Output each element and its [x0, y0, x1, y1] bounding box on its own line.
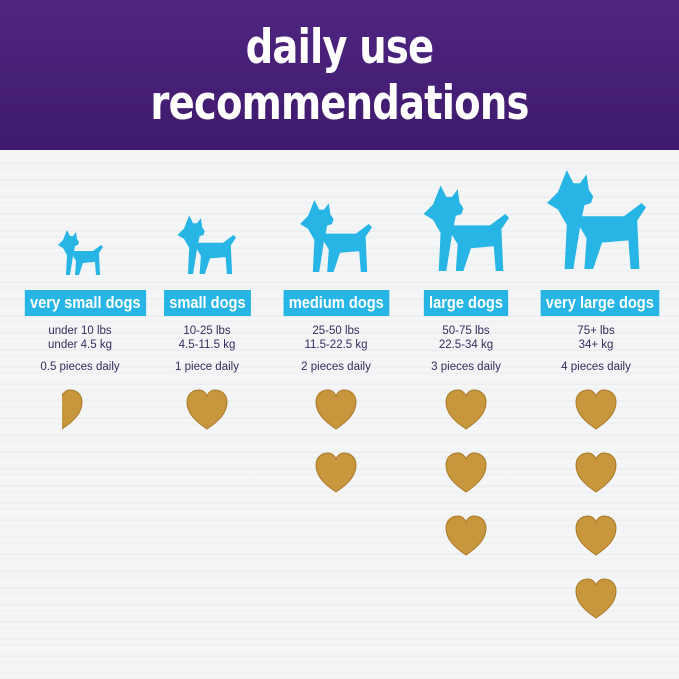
weight-kg: 4.5-11.5 kg: [178, 339, 236, 351]
pieces-daily: 1 piece daily: [175, 361, 239, 373]
weight-lbs: 10-25 lbs: [183, 325, 231, 337]
pieces-daily: 4 pieces daily: [561, 361, 631, 373]
treat-heart-icon: [444, 389, 488, 431]
dog-silhouette-icon: [401, 160, 531, 280]
size-column-3: large dogs 50-75 lbs 22.5-34 kg 3 pieces …: [401, 160, 531, 373]
dog-silhouette-icon: [531, 160, 661, 280]
pieces-daily: 3 pieces daily: [431, 361, 501, 373]
pieces-daily: 2 pieces daily: [301, 361, 371, 373]
dog-silhouette-icon: [142, 160, 272, 280]
size-label: very large dogs: [540, 290, 660, 316]
treat-heart-icon: [444, 515, 488, 557]
treat-heart-icon: [574, 452, 618, 494]
size-label: small dogs: [163, 290, 251, 316]
weight-kg: 11.5-22.5 kg: [304, 339, 368, 351]
size-label: large dogs: [423, 290, 509, 316]
weight-kg: under 4.5 kg: [48, 339, 112, 351]
header-banner: daily use recommendations: [0, 0, 679, 150]
size-column-2: medium dogs 25-50 lbs 11.5-22.5 kg 2 piec…: [271, 160, 401, 373]
weight-lbs: under 10 lbs: [48, 325, 112, 337]
treat-heart-icon: [314, 452, 358, 494]
weight-lbs: 75+ lbs: [577, 325, 615, 337]
size-label: medium dogs: [283, 290, 389, 316]
weight-lbs: 50-75 lbs: [442, 325, 490, 337]
treat-heart-icon: [444, 452, 488, 494]
size-label: very small dogs: [24, 290, 146, 316]
size-column-4: very large dogs 75+ lbs 34+ kg 4 pieces d…: [531, 160, 661, 373]
weight-kg: 34+ kg: [578, 339, 614, 351]
pieces-daily: 0.5 pieces daily: [40, 361, 120, 373]
weight-kg: 22.5-34 kg: [438, 339, 494, 351]
dog-silhouette-icon: [271, 160, 401, 280]
treat-heart-icon: [574, 578, 618, 620]
treat-heart-icon: [574, 389, 618, 431]
page-title: daily use recommendations: [150, 20, 529, 131]
dog-silhouette-icon: [15, 160, 145, 280]
treat-heart-icon: [314, 389, 358, 431]
weight-lbs: 25-50 lbs: [312, 325, 360, 337]
treat-heart-icon: [40, 389, 84, 431]
treat-heart-icon: [185, 389, 229, 431]
treat-heart-icon: [574, 515, 618, 557]
size-column-1: small dogs 10-25 lbs 4.5-11.5 kg 1 piece …: [142, 160, 272, 373]
size-column-0: very small dogs under 10 lbs under 4.5 kg…: [15, 160, 146, 373]
